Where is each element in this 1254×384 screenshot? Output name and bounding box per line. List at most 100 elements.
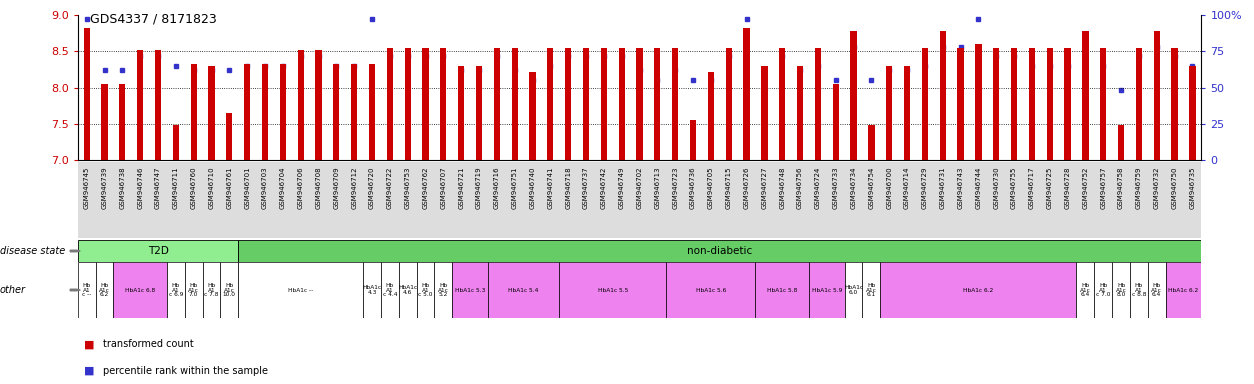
Bar: [702, 162, 720, 238]
Bar: [470, 162, 488, 238]
Bar: [1166, 162, 1184, 238]
Bar: [1065, 48, 1071, 160]
Bar: [880, 262, 1076, 318]
Text: HbA1c
6.0: HbA1c 6.0: [844, 285, 863, 295]
Bar: [512, 48, 518, 160]
Bar: [458, 66, 464, 160]
Bar: [559, 262, 666, 318]
Text: GSM946726: GSM946726: [744, 166, 750, 209]
Bar: [226, 113, 232, 160]
Bar: [137, 50, 143, 160]
Bar: [737, 162, 755, 238]
Text: Hb
A1c
7.0: Hb A1c 7.0: [188, 283, 199, 297]
Bar: [934, 162, 952, 238]
Bar: [880, 162, 898, 238]
Bar: [594, 162, 613, 238]
Text: GSM946719: GSM946719: [477, 166, 482, 209]
Bar: [173, 125, 179, 160]
Bar: [381, 262, 399, 318]
Text: ■: ■: [84, 366, 98, 376]
Bar: [915, 162, 934, 238]
Text: HbA1c 6.2: HbA1c 6.2: [1169, 288, 1199, 293]
Bar: [505, 162, 524, 238]
Bar: [102, 84, 108, 160]
Bar: [601, 48, 607, 160]
Bar: [191, 64, 197, 160]
Bar: [297, 50, 303, 160]
Text: HbA1c
4.3: HbA1c 4.3: [362, 285, 381, 295]
Bar: [1171, 48, 1178, 160]
Bar: [399, 262, 416, 318]
Bar: [132, 162, 149, 238]
Bar: [423, 48, 429, 160]
Text: GSM946723: GSM946723: [672, 166, 678, 209]
Text: GSM946759: GSM946759: [1136, 166, 1142, 209]
Bar: [529, 71, 535, 160]
Bar: [904, 66, 910, 160]
Bar: [334, 64, 340, 160]
Bar: [791, 162, 809, 238]
Bar: [755, 162, 774, 238]
Bar: [993, 48, 999, 160]
Text: GSM946731: GSM946731: [939, 166, 946, 209]
Bar: [868, 125, 874, 160]
Bar: [547, 48, 553, 160]
Bar: [381, 162, 399, 238]
Bar: [316, 50, 321, 160]
Text: HbA1c --: HbA1c --: [288, 288, 314, 293]
Bar: [1112, 262, 1130, 318]
Bar: [845, 262, 863, 318]
Bar: [958, 48, 963, 160]
Text: HbA1c 5.5: HbA1c 5.5: [598, 288, 628, 293]
Bar: [720, 162, 737, 238]
Bar: [416, 162, 434, 238]
Text: GSM946730: GSM946730: [993, 166, 999, 209]
Text: non-diabetic: non-diabetic: [687, 246, 752, 256]
Bar: [364, 262, 381, 318]
Text: Hb
A1
c 7.8: Hb A1 c 7.8: [204, 283, 218, 297]
Bar: [1028, 48, 1035, 160]
Bar: [726, 48, 732, 160]
Bar: [524, 162, 542, 238]
Bar: [1112, 162, 1130, 238]
Bar: [744, 28, 750, 160]
Bar: [618, 48, 624, 160]
Text: GSM946724: GSM946724: [815, 166, 821, 209]
Bar: [707, 71, 714, 160]
Bar: [1189, 66, 1195, 160]
Text: Hb
A1
c 7.0: Hb A1 c 7.0: [1096, 283, 1111, 297]
Bar: [863, 262, 880, 318]
Text: HbA1c 5.9: HbA1c 5.9: [811, 288, 841, 293]
Text: HbA1c 6.8: HbA1c 6.8: [125, 288, 155, 293]
Bar: [203, 262, 221, 318]
Text: Hb
A1c
6.2: Hb A1c 6.2: [99, 283, 110, 297]
Bar: [1006, 162, 1023, 238]
Bar: [1154, 31, 1160, 160]
Bar: [779, 48, 785, 160]
Text: GSM946707: GSM946707: [440, 166, 446, 209]
Text: GSM946702: GSM946702: [637, 166, 642, 209]
Text: GSM946704: GSM946704: [280, 166, 286, 209]
Text: GSM946734: GSM946734: [850, 166, 856, 209]
Text: HbA1c 6.2: HbA1c 6.2: [963, 288, 993, 293]
Text: GSM946755: GSM946755: [1011, 166, 1017, 209]
Bar: [453, 162, 470, 238]
Bar: [78, 162, 95, 238]
Bar: [256, 162, 273, 238]
Bar: [655, 48, 661, 160]
Text: Hb
A1
c 6.9: Hb A1 c 6.9: [168, 283, 183, 297]
Bar: [477, 66, 482, 160]
Bar: [898, 162, 915, 238]
Text: GSM946736: GSM946736: [690, 166, 696, 209]
Text: T2D: T2D: [148, 246, 168, 256]
Bar: [666, 262, 755, 318]
Text: GSM946712: GSM946712: [351, 166, 357, 209]
Bar: [149, 162, 167, 238]
Bar: [922, 48, 928, 160]
Bar: [221, 262, 238, 318]
Text: GSM946737: GSM946737: [583, 166, 589, 209]
Text: other: other: [0, 285, 26, 295]
Bar: [167, 162, 184, 238]
Bar: [976, 44, 982, 160]
Bar: [386, 48, 393, 160]
